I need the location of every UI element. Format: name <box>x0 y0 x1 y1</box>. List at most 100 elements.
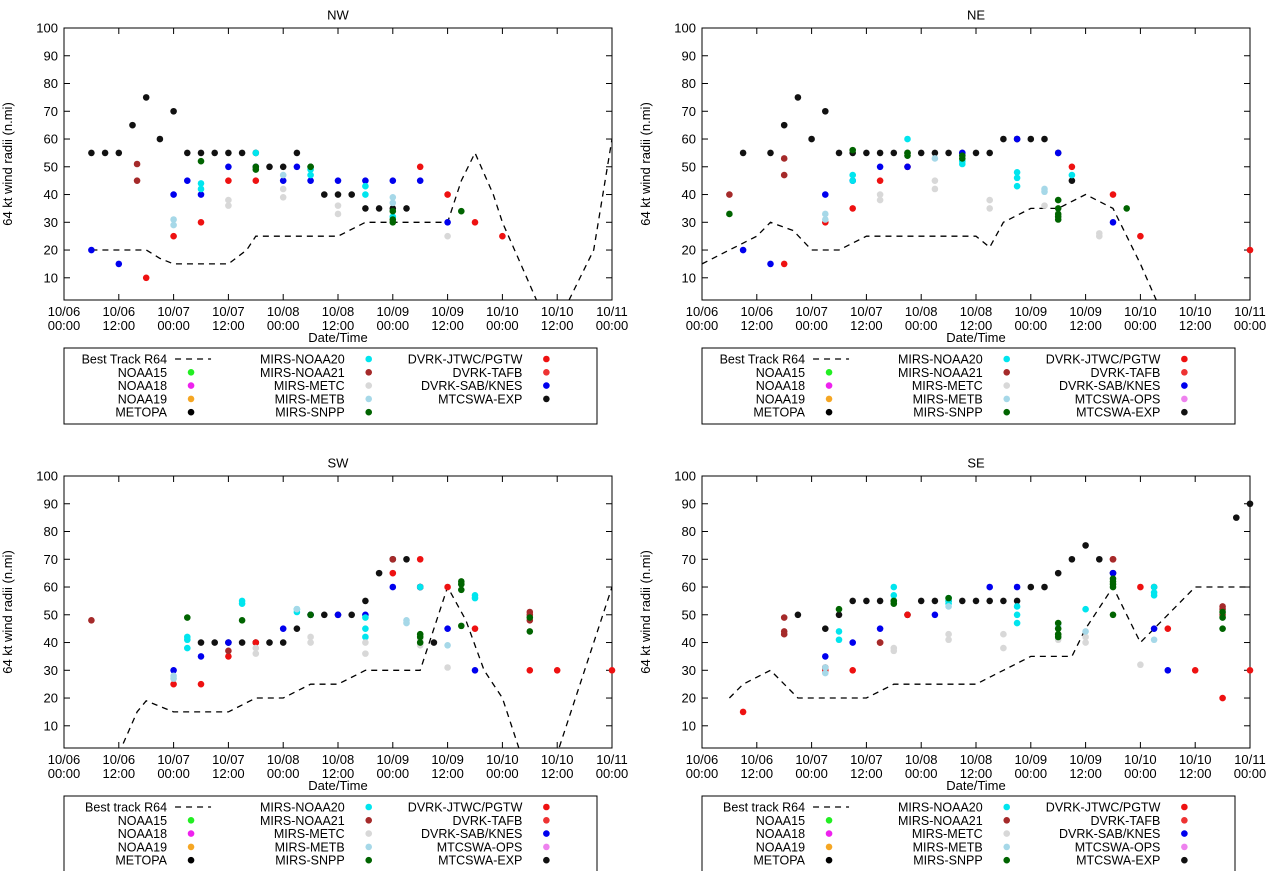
y-tick-label: 90 <box>44 496 58 511</box>
data-point <box>252 639 260 646</box>
legend-label: Best Track R64 <box>720 353 805 367</box>
plot-frame <box>63 27 613 301</box>
data-point <box>1027 135 1035 143</box>
legend-label: MIRS-METC <box>912 827 983 841</box>
legend-entry: DVRK-SAB/KNES <box>421 827 550 841</box>
x-tick-label: 10/07 00:00 <box>157 752 190 781</box>
y-tick-label: 80 <box>682 76 696 91</box>
legend-label: MIRS-NOAA20 <box>898 353 983 367</box>
data-point <box>88 246 95 254</box>
y-tick-label: 70 <box>682 552 696 567</box>
legend-dot-marker <box>365 382 373 389</box>
series-mtcswa-exp <box>88 94 410 212</box>
legend-dot-marker <box>187 382 195 389</box>
data-point <box>307 633 314 641</box>
data-point <box>279 194 287 201</box>
legend-label: NOAA15 <box>118 366 167 380</box>
y-tick-label: 30 <box>682 215 696 230</box>
x-tick-label: 10/07 00:00 <box>795 752 828 781</box>
legend-label: MIRS-NOAA20 <box>260 353 345 367</box>
data-point <box>986 196 993 204</box>
data-point <box>890 149 898 157</box>
legend-dot-marker <box>365 830 373 837</box>
legend-label: DVRK-TAFB <box>1090 366 1160 380</box>
data-point <box>362 650 369 657</box>
data-point <box>403 619 410 627</box>
data-point <box>362 633 369 641</box>
legend-label: NOAA18 <box>756 379 805 393</box>
data-point <box>184 149 191 157</box>
legend-entry: NOAA18 <box>118 379 195 393</box>
data-point <box>1054 196 1062 204</box>
legend-entry: DVRK-JTWC/PGTW <box>408 801 550 815</box>
legend-dot-marker <box>1181 843 1188 851</box>
legend-label: MIRS-NOAA20 <box>898 801 983 815</box>
legend-dot-marker <box>365 843 373 851</box>
data-point <box>849 666 856 674</box>
legend-dot-marker <box>543 803 550 811</box>
legend-entry: NOAA18 <box>756 379 833 393</box>
data-point <box>293 625 301 632</box>
data-point <box>334 202 342 209</box>
data-point <box>890 647 898 655</box>
y-tick-label: 70 <box>44 104 58 119</box>
legend-label: MTCSWA-EXP <box>438 854 522 868</box>
data-point <box>822 664 829 671</box>
x-tick-label: 10/10 00:00 <box>486 304 519 333</box>
legend-dot-marker <box>543 830 550 837</box>
data-point <box>876 639 884 646</box>
data-point <box>293 149 301 157</box>
data-point <box>726 210 733 218</box>
chart-title: NE <box>967 8 985 23</box>
data-point <box>1219 614 1226 621</box>
data-point <box>1246 666 1254 674</box>
legend-dot-marker <box>825 369 833 376</box>
y-tick-label: 60 <box>682 580 696 595</box>
series-mirs-noaa20 <box>835 583 1158 644</box>
data-point <box>526 628 534 635</box>
y-tick-label: 60 <box>44 580 58 595</box>
data-point <box>197 680 205 688</box>
y-tick-label: 40 <box>682 635 696 650</box>
legend-label: MIRS-SNPP <box>275 854 344 868</box>
data-point <box>252 149 260 157</box>
x-axis-label: Date/Time <box>308 330 367 345</box>
data-point <box>1109 555 1117 563</box>
data-point <box>904 163 911 171</box>
data-point <box>389 199 397 207</box>
legend-label: DVRK-JTWC/PGTW <box>408 801 523 815</box>
legend-dot-marker <box>1181 856 1188 864</box>
data-point <box>931 185 939 193</box>
x-tick-label: 10/07 00:00 <box>795 304 828 333</box>
data-point <box>170 232 177 240</box>
legend-box <box>701 347 1236 425</box>
data-point <box>416 639 424 646</box>
data-point <box>1219 608 1226 616</box>
series-mtcswa-exp <box>197 555 438 646</box>
legend-dot-marker <box>1003 382 1011 389</box>
data-point <box>307 611 314 619</box>
data-point <box>471 218 479 226</box>
data-point <box>1068 163 1076 171</box>
data-point <box>780 260 788 268</box>
y-axis-label: 64 kt wind radii (n.mi) <box>638 550 653 674</box>
y-tick-label: 90 <box>44 48 58 63</box>
data-point <box>986 597 993 605</box>
data-point <box>986 149 993 157</box>
data-point <box>849 639 856 646</box>
data-point <box>416 583 424 591</box>
data-point <box>526 666 534 674</box>
legend-entry: METOPA <box>753 406 833 420</box>
y-tick-label: 20 <box>682 691 696 706</box>
data-point <box>252 644 260 652</box>
legend-label: METOPA <box>115 406 167 420</box>
legend-entry: MIRS-SNPP <box>913 854 1011 868</box>
legend-entry: Best track R64 <box>723 801 850 815</box>
data-point <box>959 597 966 605</box>
data-point <box>1041 583 1048 591</box>
x-tick-label: 10/09 00:00 <box>377 304 410 333</box>
legend-label: DVRK-SAB/KNES <box>1059 379 1160 393</box>
data-point <box>471 625 479 632</box>
data-point <box>279 171 287 179</box>
data-point <box>1000 135 1007 143</box>
